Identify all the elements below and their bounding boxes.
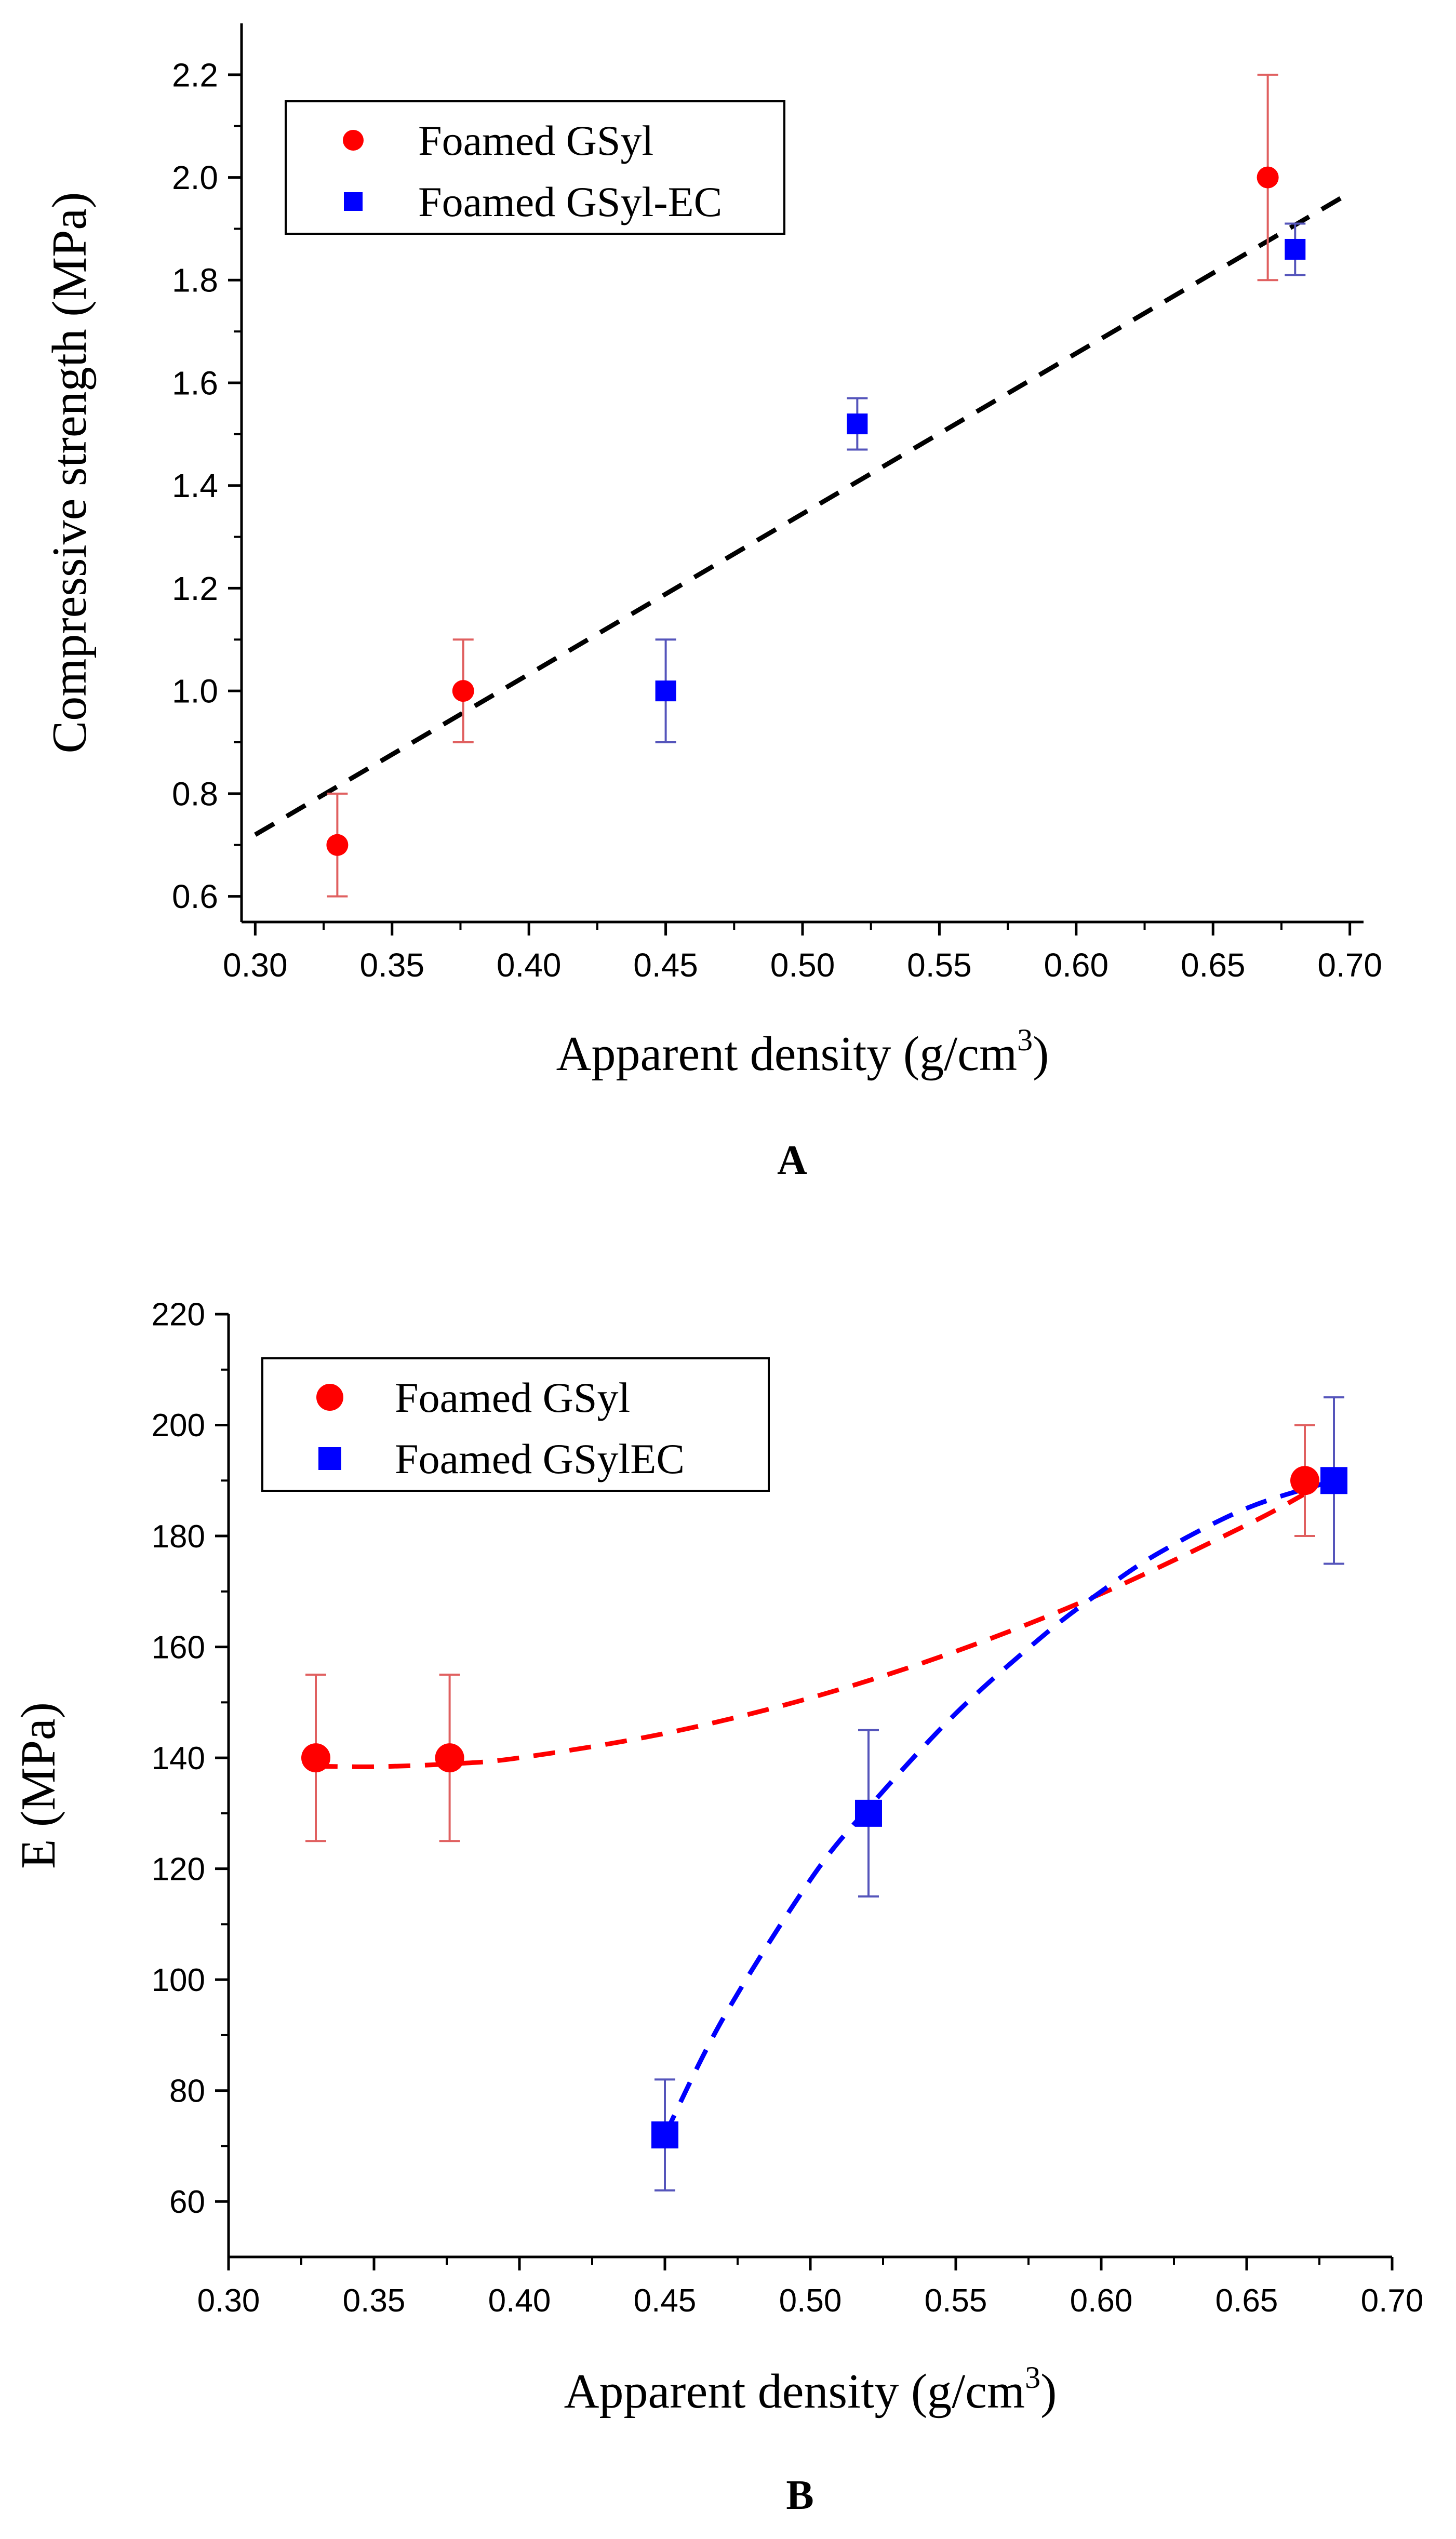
x-tick-label: 0.70 xyxy=(1317,946,1382,984)
y-axis-label: Compressive strength (MPa) xyxy=(43,192,97,754)
y-tick-label: 0.8 xyxy=(172,775,218,812)
x-tick-label: 0.35 xyxy=(359,946,424,984)
x-axis-label-close: ) xyxy=(1040,2364,1057,2418)
data-point-foamed-gsyl xyxy=(301,1743,330,1773)
y-tick-label: 1.8 xyxy=(172,262,218,299)
x-tick-label: 0.45 xyxy=(634,2283,697,2319)
fit-line-0 xyxy=(315,1491,1306,1769)
data-point-foamed-gsyl xyxy=(1257,166,1279,189)
x-tick-label: 0.55 xyxy=(907,946,972,984)
legend-label: Foamed GSyl xyxy=(395,1374,630,1421)
chart-panel-a: 0.30 0.35 0.40 0.45 0.50 0.55 0.60 0.65 0.70 0.6 0… xyxy=(43,23,1382,1183)
chart-panel-b: 0.30 0.35 0.40 0.45 0.50 0.55 0.60 0.65 0.70 60 80… xyxy=(11,1297,1423,2518)
y-tick-label: 160 xyxy=(152,1629,205,1665)
x-tick-label: 0.30 xyxy=(223,946,288,984)
y-tick-label: 100 xyxy=(152,1962,205,1998)
data-point-foamed-gsyl-ec xyxy=(655,680,676,702)
x-tick-label: 0.45 xyxy=(633,946,698,984)
legend-label: Foamed GSyl xyxy=(418,117,653,164)
x-tick-label: 0.70 xyxy=(1361,2283,1424,2319)
x-tick-label: 0.60 xyxy=(1070,2283,1133,2319)
fit-line-0 xyxy=(254,191,1351,837)
y-tick-label: 2.0 xyxy=(172,159,218,196)
x-axis-label: Apparent density (g/cm3) xyxy=(564,2360,1057,2418)
legend-label: Foamed GSyl-EC xyxy=(418,178,722,225)
legend-marker-square xyxy=(344,192,363,211)
x-tick-label: 0.65 xyxy=(1215,2283,1278,2319)
y-tick-label: 0.6 xyxy=(172,878,218,915)
data-point-foamed-gsyl xyxy=(452,680,474,702)
x-axis-label: Apparent density (g/cm3) xyxy=(556,1023,1049,1081)
x-axis-label-text: Apparent density (g/cm xyxy=(556,1027,1018,1081)
data-point-foamed-gsyl xyxy=(326,834,349,856)
x-tick-label: 0.50 xyxy=(770,946,835,984)
x-axis-label-superscript: 3 xyxy=(1025,2360,1040,2395)
legend-box xyxy=(261,1357,770,1492)
y-tick-label: 60 xyxy=(169,2184,205,2220)
panel-label: B xyxy=(786,2473,813,2518)
x-tick-label: 0.35 xyxy=(343,2283,406,2319)
x-axis-label-superscript: 3 xyxy=(1017,1023,1033,1057)
x-tick-label: 0.40 xyxy=(497,946,562,984)
y-tick-label: 1.6 xyxy=(172,364,218,402)
data-point-foamed-gsyl xyxy=(435,1743,464,1773)
x-tick-label: 0.40 xyxy=(488,2283,551,2319)
data-point-foamed-gsylec xyxy=(651,2121,678,2149)
x-axis-label-close: ) xyxy=(1033,1027,1049,1081)
y-tick-label: 200 xyxy=(152,1408,205,1444)
x-tick-label: 0.60 xyxy=(1044,946,1109,984)
x-tick-label: 0.30 xyxy=(197,2283,260,2319)
fit-line-1 xyxy=(662,1478,1335,2136)
data-point-foamed-gsylec xyxy=(855,1799,882,1827)
y-tick-label: 220 xyxy=(152,1297,205,1333)
y-tick-label: 180 xyxy=(152,1519,205,1555)
x-tick-label: 0.55 xyxy=(925,2283,987,2319)
y-tick-label: 120 xyxy=(152,1851,205,1887)
y-axis-label: E (MPa) xyxy=(11,1702,65,1869)
x-tick-label: 0.50 xyxy=(779,2283,842,2319)
data-point-foamed-gsyl xyxy=(1290,1466,1319,1495)
y-tick-label: 1.0 xyxy=(172,673,218,710)
x-axis-label-text: Apparent density (g/cm xyxy=(564,2364,1025,2418)
data-point-foamed-gsyl-ec xyxy=(847,413,868,435)
data-point-foamed-gsyl-ec xyxy=(1285,238,1306,260)
y-tick-label: 1.4 xyxy=(172,467,218,504)
y-tick-label: 80 xyxy=(169,2073,205,2109)
panel-label: A xyxy=(777,1138,807,1183)
y-tick-label: 2.2 xyxy=(172,56,218,93)
y-tick-label: 140 xyxy=(152,1741,205,1776)
legend-marker-circle xyxy=(343,130,364,151)
legend-label: Foamed GSylEC xyxy=(395,1435,685,1482)
legend-marker-square xyxy=(318,1447,341,1470)
legend-marker-circle xyxy=(316,1384,343,1411)
legend-box xyxy=(285,100,785,235)
y-tick-label: 1.2 xyxy=(172,570,218,607)
x-tick-label: 0.65 xyxy=(1181,946,1246,984)
data-point-foamed-gsylec xyxy=(1320,1467,1347,1494)
